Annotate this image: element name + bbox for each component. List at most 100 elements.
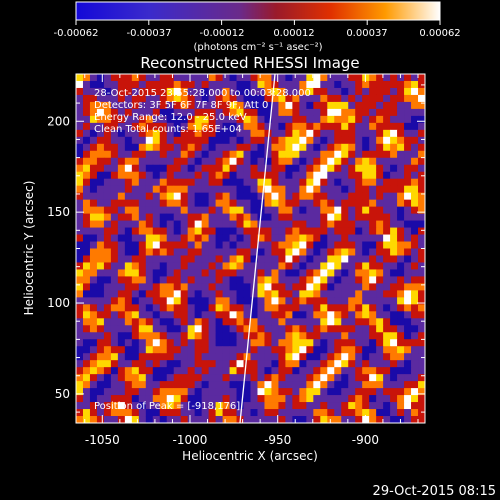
heatmap-cell: [313, 262, 321, 270]
heatmap-cell: [320, 206, 328, 214]
heatmap-cell: [411, 199, 419, 208]
heatmap-cell: [264, 395, 272, 403]
heatmap-cell: [110, 150, 119, 159]
heatmap-cell: [187, 115, 196, 124]
heatmap-cell: [76, 178, 84, 187]
heatmap-cell: [229, 332, 237, 340]
heatmap-cell: [138, 332, 147, 340]
heatmap-cell: [152, 283, 161, 291]
heatmap-cell: [215, 255, 223, 263]
heatmap-cell: [89, 74, 98, 82]
heatmap-cell: [404, 150, 412, 159]
heatmap-cell: [250, 213, 258, 221]
heatmap-cell: [278, 234, 286, 242]
heatmap-cell: [362, 269, 370, 277]
heatmap-cell: [271, 311, 279, 319]
heatmap-cell: [369, 192, 377, 201]
heatmap-cell: [82, 360, 91, 368]
heatmap-cell: [96, 297, 105, 305]
heatmap-cell: [117, 325, 126, 333]
heatmap-cell: [117, 164, 126, 173]
heatmap-cell: [138, 276, 147, 284]
heatmap-cell: [222, 74, 230, 82]
heatmap-cell: [341, 122, 349, 131]
heatmap-cell: [404, 409, 412, 417]
heatmap-cell: [180, 332, 189, 340]
heatmap-cell: [390, 122, 398, 131]
heatmap-cell: [390, 185, 398, 194]
heatmap-cell: [285, 409, 293, 417]
heatmap-cell: [173, 346, 182, 354]
heatmap-cell: [96, 416, 105, 423]
heatmap-cell: [166, 339, 175, 347]
heatmap-cell: [152, 248, 161, 256]
heatmap-cell: [236, 227, 244, 235]
heatmap-cell: [201, 276, 210, 284]
heatmap-cell: [250, 241, 258, 249]
heatmap-cell: [278, 346, 286, 354]
heatmap-cell: [110, 402, 119, 410]
heatmap-cell: [313, 283, 321, 291]
heatmap-cell: [327, 402, 335, 410]
heatmap-cell: [82, 374, 91, 382]
heatmap-cell: [320, 94, 328, 103]
heatmap-cell: [110, 164, 119, 173]
heatmap-cell: [257, 122, 265, 131]
heatmap-cell: [117, 367, 126, 375]
heatmap-cell: [418, 290, 425, 298]
heatmap-cell: [257, 185, 265, 194]
heatmap-cell: [236, 311, 244, 319]
heatmap-cell: [411, 395, 419, 403]
heatmap-cell: [411, 185, 419, 194]
heatmap-cell: [376, 353, 384, 361]
heatmap-cell: [341, 255, 349, 263]
heatmap-cell: [187, 297, 196, 305]
heatmap-cell: [278, 290, 286, 298]
heatmap-cell: [173, 388, 182, 396]
heatmap-cell: [404, 402, 412, 410]
heatmap-cell: [369, 276, 377, 284]
heatmap-cell: [376, 185, 384, 194]
heatmap-cell: [362, 339, 370, 347]
heatmap-cell: [404, 122, 412, 131]
heatmap-cell: [236, 122, 244, 131]
heatmap-cell: [341, 136, 349, 145]
heatmap-cell: [152, 395, 161, 403]
heatmap-cell: [362, 353, 370, 361]
heatmap-cell: [334, 192, 342, 201]
heatmap-cell: [327, 94, 335, 103]
heatmap-cell: [124, 143, 133, 152]
heatmap-cell: [194, 311, 203, 319]
heatmap-cell: [320, 283, 328, 291]
heatmap-cell: [159, 192, 168, 201]
heatmap-cell: [229, 129, 237, 138]
heatmap-cell: [180, 283, 189, 291]
heatmap-cell: [173, 318, 182, 326]
heatmap-cell: [131, 304, 140, 312]
heatmap-cell: [187, 227, 196, 235]
heatmap-cell: [355, 213, 363, 221]
heatmap-cell: [292, 192, 300, 201]
heatmap-cell: [292, 227, 300, 235]
heatmap-cell: [117, 192, 126, 201]
heatmap-cell: [110, 171, 119, 180]
heatmap-cell: [187, 304, 196, 312]
heatmap-cell: [236, 87, 244, 96]
heatmap-cell: [159, 360, 168, 368]
heatmap-cell: [194, 108, 203, 117]
heatmap-cell: [306, 283, 314, 291]
heatmap-cell: [243, 367, 251, 375]
heatmap-cell: [264, 311, 272, 319]
heatmap-cell: [208, 402, 216, 410]
heatmap-cell: [271, 241, 279, 249]
heatmap-cell: [362, 402, 370, 410]
heatmap-cell: [285, 290, 293, 298]
heatmap-cell: [390, 136, 398, 145]
heatmap-cell: [306, 290, 314, 298]
chart-title: Reconstructed RHESSI Image: [140, 54, 359, 72]
heatmap-cell: [264, 94, 272, 103]
heatmap-cell: [96, 164, 105, 173]
heatmap-cell: [348, 346, 356, 354]
heatmap-cell: [236, 157, 244, 166]
heatmap-cell: [320, 304, 328, 312]
